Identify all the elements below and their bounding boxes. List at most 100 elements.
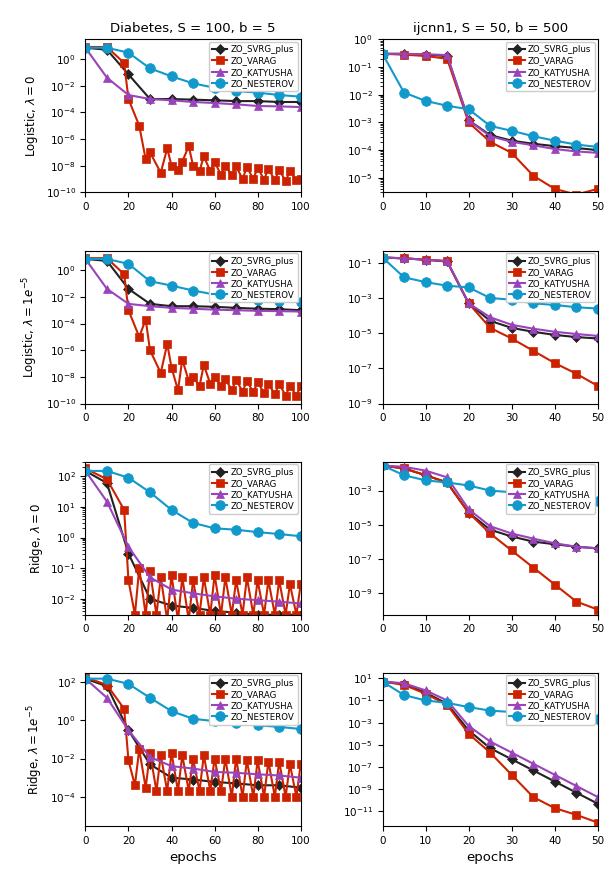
ZO_VARAG [487, 747, 494, 758]
ZO_SVRG_plus [551, 539, 558, 550]
ZO_VARAG [152, 786, 160, 796]
ZO_NESTEROV [573, 302, 580, 312]
ZO_SVRG_plus [297, 609, 304, 620]
ZO_VARAG [400, 680, 407, 690]
ZO_VARAG [196, 381, 203, 392]
ZO_VARAG [142, 782, 149, 793]
ZO_KATYUSHA [487, 312, 494, 323]
ZO_NESTEROV [529, 489, 537, 500]
ZO_VARAG [221, 753, 229, 764]
Legend: ZO_SVRG_plus, ZO_VARAG, ZO_KATYUSHA, ZO_NESTEROV: ZO_SVRG_plus, ZO_VARAG, ZO_KATYUSHA, ZO_… [209, 464, 298, 514]
ZO_VARAG [146, 747, 154, 758]
ZO_KATYUSHA [232, 593, 240, 604]
ZO_VARAG [239, 609, 246, 620]
ZO_VARAG [379, 253, 386, 263]
ZO_SVRG_plus [232, 302, 240, 313]
ZO_KATYUSHA [189, 97, 196, 108]
ZO_VARAG [422, 254, 429, 265]
ZO_KATYUSHA [297, 598, 304, 608]
ZO_NESTEROV [379, 253, 386, 263]
ZO_VARAG [163, 615, 171, 626]
ZO_NESTEROV [82, 466, 89, 476]
ZO_KATYUSHA [551, 770, 558, 780]
ZO_VARAG [207, 786, 214, 796]
ZO_VARAG [157, 168, 165, 178]
ZO_VARAG [196, 166, 203, 177]
ZO_VARAG [228, 170, 235, 180]
ZO_NESTEROV [103, 466, 110, 476]
ZO_VARAG [249, 609, 257, 620]
Line: ZO_VARAG: ZO_VARAG [81, 673, 305, 801]
ZO_NESTEROV [297, 92, 304, 102]
Line: ZO_VARAG: ZO_VARAG [378, 461, 602, 614]
ZO_SVRG_plus [211, 302, 218, 312]
ZO_SVRG_plus [529, 537, 537, 547]
ZO_VARAG [529, 345, 537, 356]
ZO_KATYUSHA [276, 770, 283, 780]
ZO_VARAG [217, 381, 224, 392]
ZO_SVRG_plus [189, 301, 196, 311]
ZO_SVRG_plus [254, 96, 261, 107]
ZO_SVRG_plus [125, 548, 132, 558]
ZO_SVRG_plus [573, 142, 580, 153]
ZO_VARAG [121, 504, 128, 515]
ZO_SVRG_plus [125, 283, 132, 294]
ZO_SVRG_plus [443, 477, 451, 488]
ZO_VARAG [131, 609, 138, 620]
Line: ZO_SVRG_plus: ZO_SVRG_plus [82, 255, 304, 314]
ZO_KATYUSHA [146, 752, 154, 762]
ZO_SVRG_plus [443, 698, 451, 709]
ZO_SVRG_plus [276, 780, 283, 790]
ZO_NESTEROV [379, 676, 386, 687]
ZO_SVRG_plus [276, 304, 283, 315]
ZO_SVRG_plus [465, 725, 472, 736]
ZO_VARAG [422, 689, 429, 699]
Line: ZO_SVRG_plus: ZO_SVRG_plus [379, 678, 601, 808]
ZO_SVRG_plus [168, 600, 175, 611]
ZO_KATYUSHA [443, 50, 451, 60]
ZO_NESTEROV [276, 722, 283, 732]
ZO_KATYUSHA [529, 759, 537, 769]
ZO_NESTEROV [254, 295, 261, 305]
ZO_VARAG [243, 755, 251, 766]
ZO_VARAG [174, 385, 182, 395]
ZO_SVRG_plus [232, 607, 240, 618]
ZO_VARAG [200, 151, 207, 162]
ZO_VARAG [239, 174, 246, 184]
ZO_KATYUSHA [125, 542, 132, 552]
ZO_VARAG [293, 792, 300, 802]
Line: ZO_VARAG: ZO_VARAG [378, 253, 602, 390]
ZO_NESTEROV [125, 47, 132, 58]
Legend: ZO_SVRG_plus, ZO_VARAG, ZO_KATYUSHA, ZO_NESTEROV: ZO_SVRG_plus, ZO_VARAG, ZO_KATYUSHA, ZO_… [209, 253, 298, 302]
ZO_SVRG_plus [103, 256, 110, 267]
ZO_VARAG [217, 170, 224, 180]
ZO_KATYUSHA [276, 101, 283, 112]
X-axis label: epochs: epochs [169, 851, 217, 864]
ZO_VARAG [221, 572, 229, 583]
ZO_VARAG [185, 376, 192, 386]
ZO_VARAG [443, 53, 451, 64]
ZO_SVRG_plus [400, 253, 407, 264]
ZO_VARAG [185, 141, 192, 151]
ZO_KATYUSHA [594, 543, 601, 553]
Line: ZO_KATYUSHA: ZO_KATYUSHA [378, 50, 602, 157]
ZO_VARAG [487, 528, 494, 538]
ZO_KATYUSHA [400, 678, 407, 689]
ZO_KATYUSHA [82, 673, 89, 683]
ZO_NESTEROV [573, 712, 580, 723]
ZO_VARAG [254, 575, 261, 586]
ZO_NESTEROV [594, 142, 601, 152]
ZO_VARAG [135, 744, 143, 754]
ZO_VARAG [379, 49, 386, 59]
ZO_NESTEROV [168, 504, 175, 515]
ZO_VARAG [265, 756, 272, 766]
ZO_VARAG [443, 477, 451, 488]
ZO_SVRG_plus [125, 725, 132, 736]
ZO_KATYUSHA [232, 99, 240, 109]
ZO_VARAG [185, 786, 192, 796]
ZO_SVRG_plus [487, 130, 494, 141]
ZO_SVRG_plus [508, 323, 515, 333]
ZO_NESTEROV [125, 259, 132, 269]
ZO_VARAG [422, 470, 429, 481]
ZO_VARAG [135, 121, 143, 131]
